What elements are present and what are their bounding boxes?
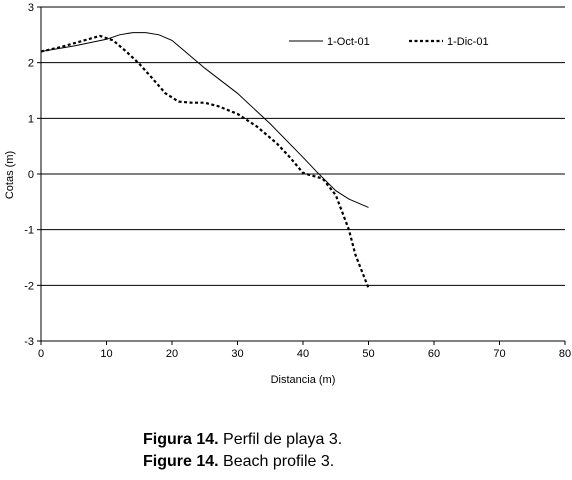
caption-english-text: Beach profile 3.	[218, 453, 335, 470]
legend: 1-Oct-01 1-Dic-01	[289, 36, 489, 48]
y-tick-label: -3	[24, 336, 34, 348]
y-tick-label: 0	[28, 169, 34, 181]
legend-label-1: 1-Oct-01	[327, 36, 370, 48]
x-tick-label: 60	[428, 348, 440, 360]
legend-label-2: 1-Dic-01	[447, 36, 489, 48]
series-lines	[40, 32, 370, 289]
x-tick-label: 50	[362, 348, 374, 360]
y-tick-label: 2	[28, 58, 34, 70]
x-tick-label: 30	[231, 348, 243, 360]
x-tick-label: 70	[493, 348, 505, 360]
caption-spanish-label: Figura 14.	[143, 431, 219, 448]
y-tick-label: 1	[28, 113, 34, 125]
series-line-2	[40, 34, 370, 289]
x-tick-label: 10	[100, 348, 112, 360]
caption-english: Figure 14. Beach profile 3.	[143, 452, 334, 472]
grid-lines	[41, 6, 565, 286]
y-tick-label: -2	[24, 280, 34, 292]
y-tick-label: -1	[24, 225, 34, 237]
x-tick-label: 40	[297, 348, 309, 360]
caption-spanish: Figura 14. Perfil de playa 3.	[143, 430, 342, 450]
axes	[37, 6, 566, 345]
caption-english-label: Figure 14.	[143, 453, 219, 470]
x-tick-label: 0	[38, 348, 44, 360]
series-line-1	[40, 32, 369, 208]
caption-spanish-text: Perfil de playa 3.	[218, 431, 343, 448]
x-tick-label: 80	[559, 348, 571, 360]
y-tick-label: 3	[28, 2, 34, 14]
x-tick-label: 20	[166, 348, 178, 360]
y-axis-label: Cotas (m)	[4, 151, 16, 199]
x-axis-label: Distancia (m)	[271, 374, 336, 386]
